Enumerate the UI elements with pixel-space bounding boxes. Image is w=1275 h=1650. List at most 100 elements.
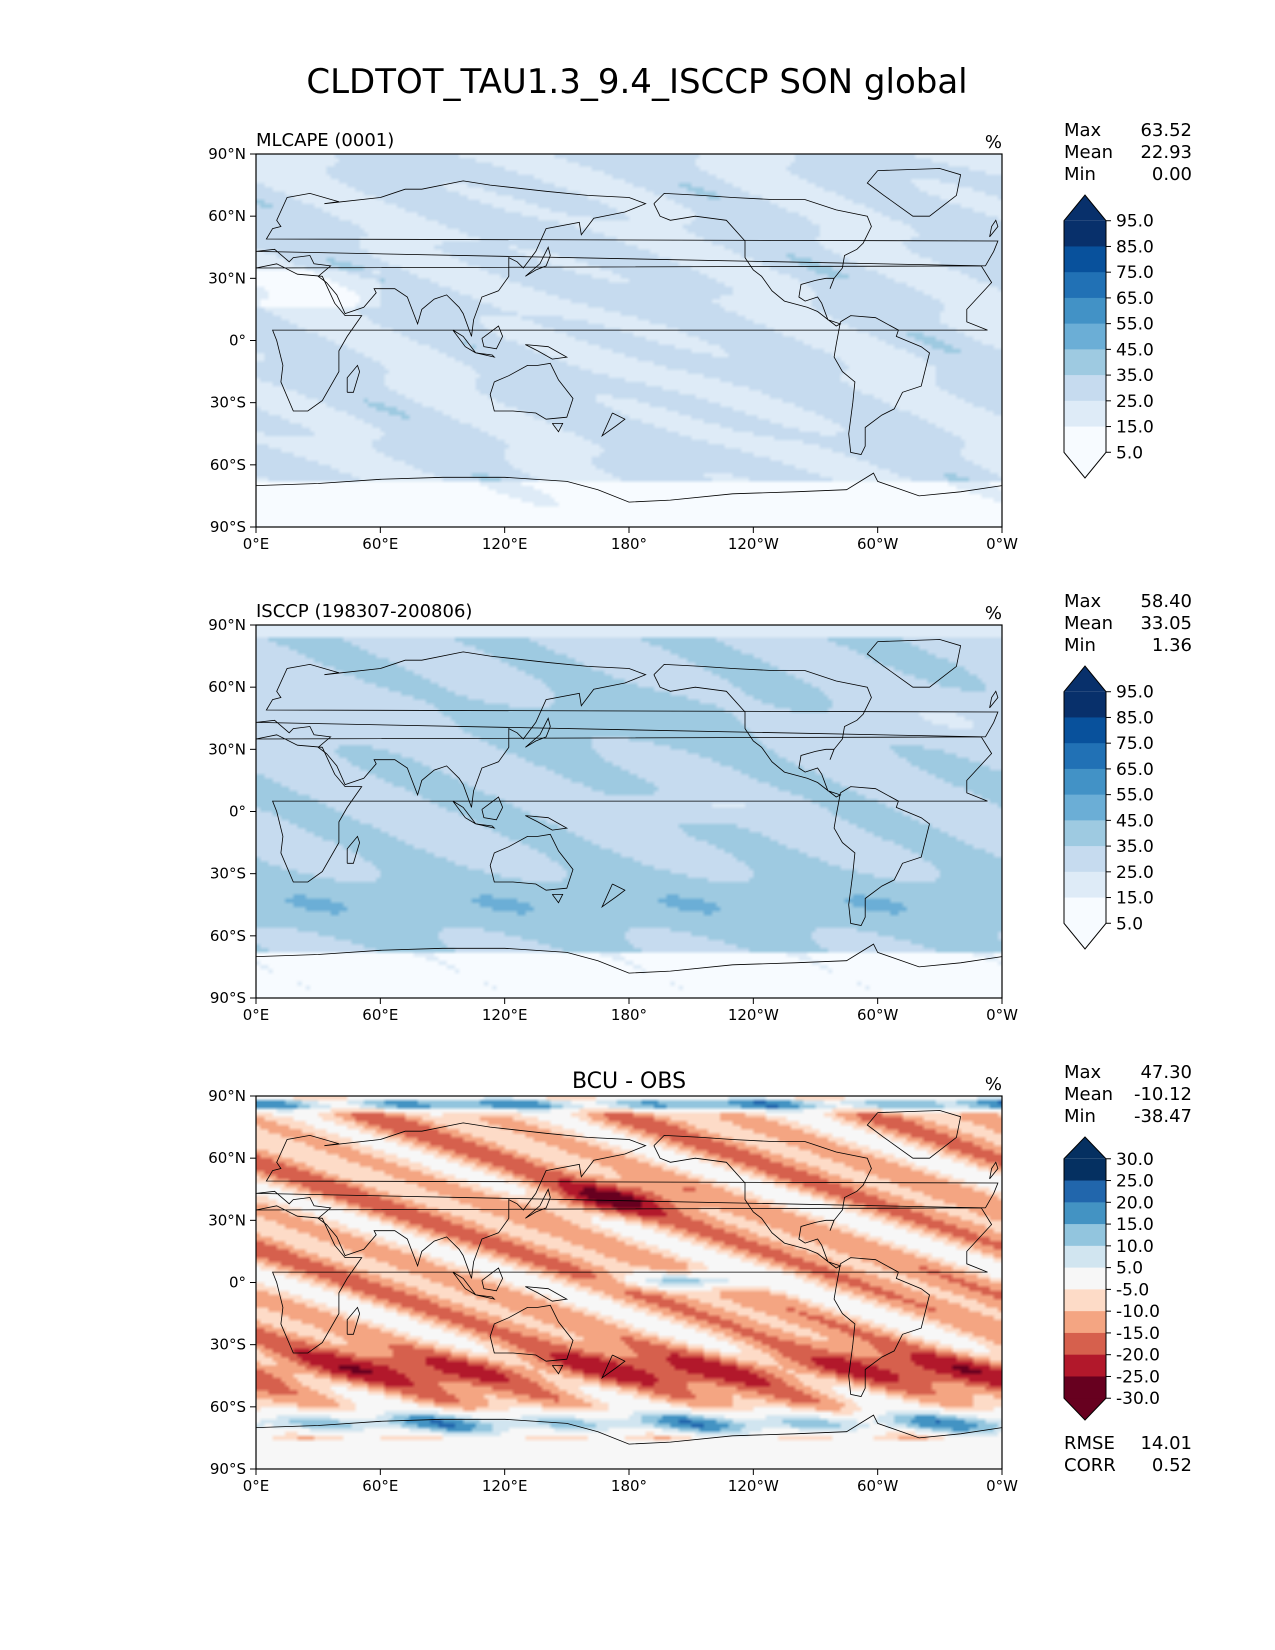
coastline-15	[551, 894, 564, 904]
colorbar-label: 95.0	[1116, 683, 1154, 703]
colorbar-segment	[1064, 1224, 1106, 1247]
colorbar-segment	[1064, 717, 1106, 744]
x-tick-label: 60°W	[857, 1477, 899, 1495]
x-tick-label: 60°E	[362, 535, 398, 553]
colorbar-segment	[1064, 297, 1106, 325]
colorbar-segment	[1064, 1311, 1106, 1334]
y-tick-label: 30°N	[208, 740, 246, 758]
colorbar: 95.0 85.0 75.0 65.0 55.0 45.0 35.0 25.0 15.0 5.0	[1063, 665, 1154, 950]
x-tick-label: 0°E	[243, 1477, 270, 1495]
x-tick-label: 180°	[611, 535, 647, 553]
x-tick-label: 60°E	[362, 1477, 398, 1495]
colorbar-segment	[1064, 272, 1106, 299]
stat-value-min: -38.47	[1134, 1106, 1192, 1127]
x-tick-label: 0°E	[243, 1006, 270, 1024]
colorbar-segment	[1064, 1354, 1106, 1377]
y-tick-label: 60°S	[210, 1398, 246, 1416]
figure-title: CLDTOT_TAU1.3_9.4_ISCCP SON global	[306, 62, 967, 102]
coastline-2	[489, 1304, 574, 1362]
stat-label-mean: Mean	[1064, 613, 1113, 634]
coastline-14	[525, 717, 551, 748]
y-tick-label: 90°S	[210, 518, 246, 536]
stat-label-corr: CORR	[1064, 1455, 1116, 1476]
colorbar-segment	[1064, 1332, 1106, 1356]
panel-title: MLCAPE (0001)	[256, 130, 394, 151]
y-tick-label: 30°S	[210, 865, 246, 883]
colorbar-label: 15.0	[1116, 889, 1154, 909]
stat-label-mean: Mean	[1064, 1084, 1113, 1105]
coastline-7	[525, 1286, 569, 1302]
coastline-13	[989, 690, 999, 709]
y-tick-label: 90°S	[210, 1460, 246, 1478]
colorbar-segment	[1064, 1289, 1106, 1312]
colorbar-extend-max	[1064, 1137, 1106, 1159]
colorbar-segment	[1064, 743, 1106, 770]
colorbar-label: 25.0	[1116, 392, 1154, 412]
x-tick-label: 120°E	[482, 1006, 528, 1024]
colorbar-segment	[1064, 349, 1106, 376]
coastline-0	[255, 1205, 993, 1354]
coastline-10	[481, 1267, 504, 1292]
colorbar-label: 35.0	[1116, 366, 1154, 386]
coastline-6	[255, 943, 1003, 974]
stat-value-corr: 0.52	[1152, 1455, 1192, 1476]
stat-label-min: Min	[1064, 1106, 1096, 1127]
y-tick-label: 30°N	[208, 1211, 246, 1229]
y-tick-label: 60°N	[208, 678, 246, 696]
coastline-4	[833, 315, 930, 455]
colorbar-label: 75.0	[1116, 263, 1154, 283]
coastline-9	[475, 352, 496, 358]
panel-title: ISCCP (198307-200806)	[256, 601, 472, 622]
coastline-2	[489, 833, 574, 891]
colorbar-label: 85.0	[1116, 708, 1154, 728]
x-tick-label: 0°E	[243, 535, 270, 553]
colorbar-label: 95.0	[1116, 212, 1154, 232]
colorbar-label: -10.0	[1116, 1302, 1160, 1322]
colorbar-segment	[1064, 691, 1106, 718]
y-tick-label: 0°	[229, 1274, 246, 1292]
coastline-0	[255, 263, 993, 412]
colorbar-extend-min	[1064, 1398, 1106, 1420]
x-tick-label: 120°E	[482, 535, 528, 553]
coastline-15	[551, 423, 564, 433]
coastline-0	[255, 734, 993, 883]
x-tick-label: 60°W	[857, 535, 899, 553]
colorbar: 30.025.020.015.010.05.0-5.0-10.0-15.0-20…	[1063, 1136, 1160, 1421]
colorbar-label: 75.0	[1116, 734, 1154, 754]
y-tick-label: 60°N	[208, 1149, 246, 1167]
stat-label-mean: Mean	[1064, 142, 1113, 163]
y-tick-label: 90°N	[208, 1087, 246, 1105]
colorbar-segment	[1064, 426, 1106, 453]
colorbar-label: -15.0	[1116, 1324, 1160, 1344]
stat-value-mean: -10.12	[1134, 1084, 1192, 1105]
colorbar-label: 15.0	[1116, 418, 1154, 438]
map-field	[256, 1096, 1002, 1469]
colorbar-label: -25.0	[1116, 1367, 1160, 1387]
coastline-6	[255, 1414, 1003, 1445]
y-tick-label: 30°N	[208, 269, 246, 287]
coastline-4	[833, 786, 930, 926]
stat-value-max: 63.52	[1140, 120, 1192, 141]
colorbar-label: 20.0	[1116, 1193, 1154, 1213]
coastline-11	[346, 1306, 361, 1335]
coastline-4	[833, 1257, 930, 1397]
y-tick-label: 90°N	[208, 616, 246, 634]
stat-value-mean: 22.93	[1140, 142, 1192, 163]
coastline-15	[551, 1365, 564, 1375]
colorbar-segment	[1064, 871, 1106, 899]
stat-value-max: 58.40	[1140, 591, 1192, 612]
y-tick-label: 30°S	[210, 394, 246, 412]
colorbar-segment	[1064, 323, 1106, 350]
colorbar-segment	[1064, 246, 1106, 273]
y-tick-label: 30°S	[210, 1336, 246, 1354]
colorbar-label: 35.0	[1116, 837, 1154, 857]
coastline-12	[601, 1354, 626, 1379]
colorbar-segment	[1064, 1180, 1106, 1203]
colorbar-label: 65.0	[1116, 289, 1154, 309]
stat-value-min: 1.36	[1152, 635, 1192, 656]
colorbar-label: 45.0	[1116, 811, 1154, 831]
coastline-3	[653, 663, 872, 798]
colorbar-label: -30.0	[1116, 1389, 1160, 1409]
coastline-1	[255, 1122, 999, 1279]
stat-value-rmse: 14.01	[1140, 1433, 1192, 1454]
